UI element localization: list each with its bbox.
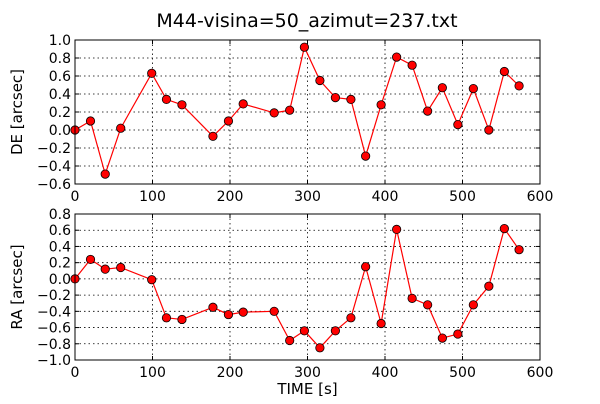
de-ytick-label: 0.8 <box>49 51 71 67</box>
ra-data-point <box>100 264 110 274</box>
ra-ytick-label: 0.8 <box>49 207 71 223</box>
de-data-point <box>238 99 248 109</box>
ra-ylabel: RA [arcsec] <box>8 244 26 329</box>
de-data-point <box>116 123 126 133</box>
ra-data-point <box>177 314 187 325</box>
de-data-point <box>177 100 187 110</box>
ra-data-point <box>223 309 234 320</box>
de-data-point <box>315 75 325 86</box>
de-xtick-label: 200 <box>217 189 244 205</box>
de-panel: 0 100 200 300 400 500 600 −0.6 −0.4 −0.2 0.0 0.2 0.4… <box>8 33 553 205</box>
ra-data-point <box>330 326 340 336</box>
de-data-point <box>499 66 509 77</box>
ra-ytick-label: −0.6 <box>37 321 71 337</box>
ra-ytick-label: 0.4 <box>49 239 71 255</box>
de-data-point <box>269 108 279 118</box>
de-data-point <box>376 100 386 110</box>
de-series-line <box>74 45 520 177</box>
ra-data-point <box>468 300 478 310</box>
ra-data-point <box>453 329 463 339</box>
ra-data-point <box>407 293 417 303</box>
ra-ytick-label: −0.2 <box>37 288 71 304</box>
ra-series-line <box>74 227 520 349</box>
de-xtick-label: 600 <box>527 189 554 205</box>
ra-data-point <box>315 343 325 353</box>
ra-data-point <box>514 245 524 255</box>
ra-data-point <box>208 302 218 312</box>
de-xtick-label: 100 <box>139 189 166 205</box>
de-data-point <box>100 169 110 179</box>
ra-xtick-label: 600 <box>527 365 554 381</box>
ra-data-point <box>161 313 172 323</box>
de-ytick-label: 0.6 <box>49 69 71 85</box>
de-ytick-label: 0.4 <box>49 87 71 103</box>
ra-xtick-label: 200 <box>217 365 244 381</box>
de-ytick-label: −0.2 <box>37 141 71 157</box>
ra-data-point <box>392 224 402 235</box>
figure-title: M44-visina=50_azimut=237.txt <box>156 10 457 32</box>
ra-panel: 0 100 200 300 400 500 600−1.0−0.8−0.6−0.4−0.20… <box>8 207 553 398</box>
ra-data-point <box>484 281 494 291</box>
ra-data-point <box>116 262 126 273</box>
ra-data-point <box>238 307 248 317</box>
de-data-point <box>423 106 433 116</box>
ra-data-point <box>269 306 279 316</box>
de-data-point <box>223 116 234 126</box>
ra-ytick-label: 0.2 <box>49 256 71 272</box>
de-ytick-label: −0.4 <box>37 159 71 175</box>
ra-ytick-label: −1.0 <box>37 353 71 369</box>
ra-data-point <box>437 333 447 343</box>
de-data-point <box>330 93 340 103</box>
de-ylabel: DE [arcsec] <box>8 69 26 155</box>
de-data-point <box>161 94 172 105</box>
de-data-point <box>346 94 356 105</box>
de-data-point <box>285 105 295 115</box>
de-ytick-label: 0.0 <box>49 123 71 139</box>
de-data-point <box>208 131 218 141</box>
ra-xlabel: TIME [s] <box>276 380 337 398</box>
ra-ytick-label: −0.4 <box>37 304 71 320</box>
ra-ytick-label: 0.0 <box>49 272 71 288</box>
ra-ytick-label: −0.8 <box>37 337 71 353</box>
de-data-point <box>392 52 402 62</box>
de-ytick-label: 0.2 <box>49 105 71 121</box>
de-xtick-label: 500 <box>449 189 476 205</box>
de-axes-frame <box>74 39 541 185</box>
ra-xtick-label: 0 <box>71 365 80 381</box>
de-data-point <box>299 42 309 52</box>
de-data-point <box>468 84 478 94</box>
ra-data-point <box>499 224 509 234</box>
de-data-point <box>147 68 157 78</box>
de-ytick-label: −0.6 <box>37 177 71 193</box>
ra-ytick-label: 0.6 <box>49 223 71 239</box>
ra-axes-frame <box>74 213 541 361</box>
ra-data-point <box>285 335 295 346</box>
de-ytick-label: 1.0 <box>49 33 71 49</box>
de-data-point <box>484 125 494 135</box>
ra-data-point <box>376 318 386 329</box>
de-data-point <box>437 83 447 93</box>
de-xtick-label: 400 <box>372 189 399 205</box>
ra-data-point <box>423 300 433 310</box>
ra-data-point <box>147 275 157 285</box>
ra-xtick-label: 400 <box>372 365 399 381</box>
de-xtick-label: 0 <box>71 189 80 205</box>
ra-data-point <box>299 326 309 336</box>
de-data-point <box>407 60 417 70</box>
de-xtick-label: 300 <box>294 189 321 205</box>
ra-data-point <box>85 254 96 265</box>
ra-xtick-label: 100 <box>139 365 166 381</box>
de-data-point <box>453 120 463 130</box>
de-data-point <box>361 151 371 161</box>
ra-data-point <box>346 313 356 323</box>
ra-data-point <box>361 262 371 272</box>
de-data-point <box>514 81 524 91</box>
ra-xtick-label: 500 <box>449 365 476 381</box>
de-data-point <box>85 116 96 126</box>
ra-xtick-label: 300 <box>294 365 321 381</box>
